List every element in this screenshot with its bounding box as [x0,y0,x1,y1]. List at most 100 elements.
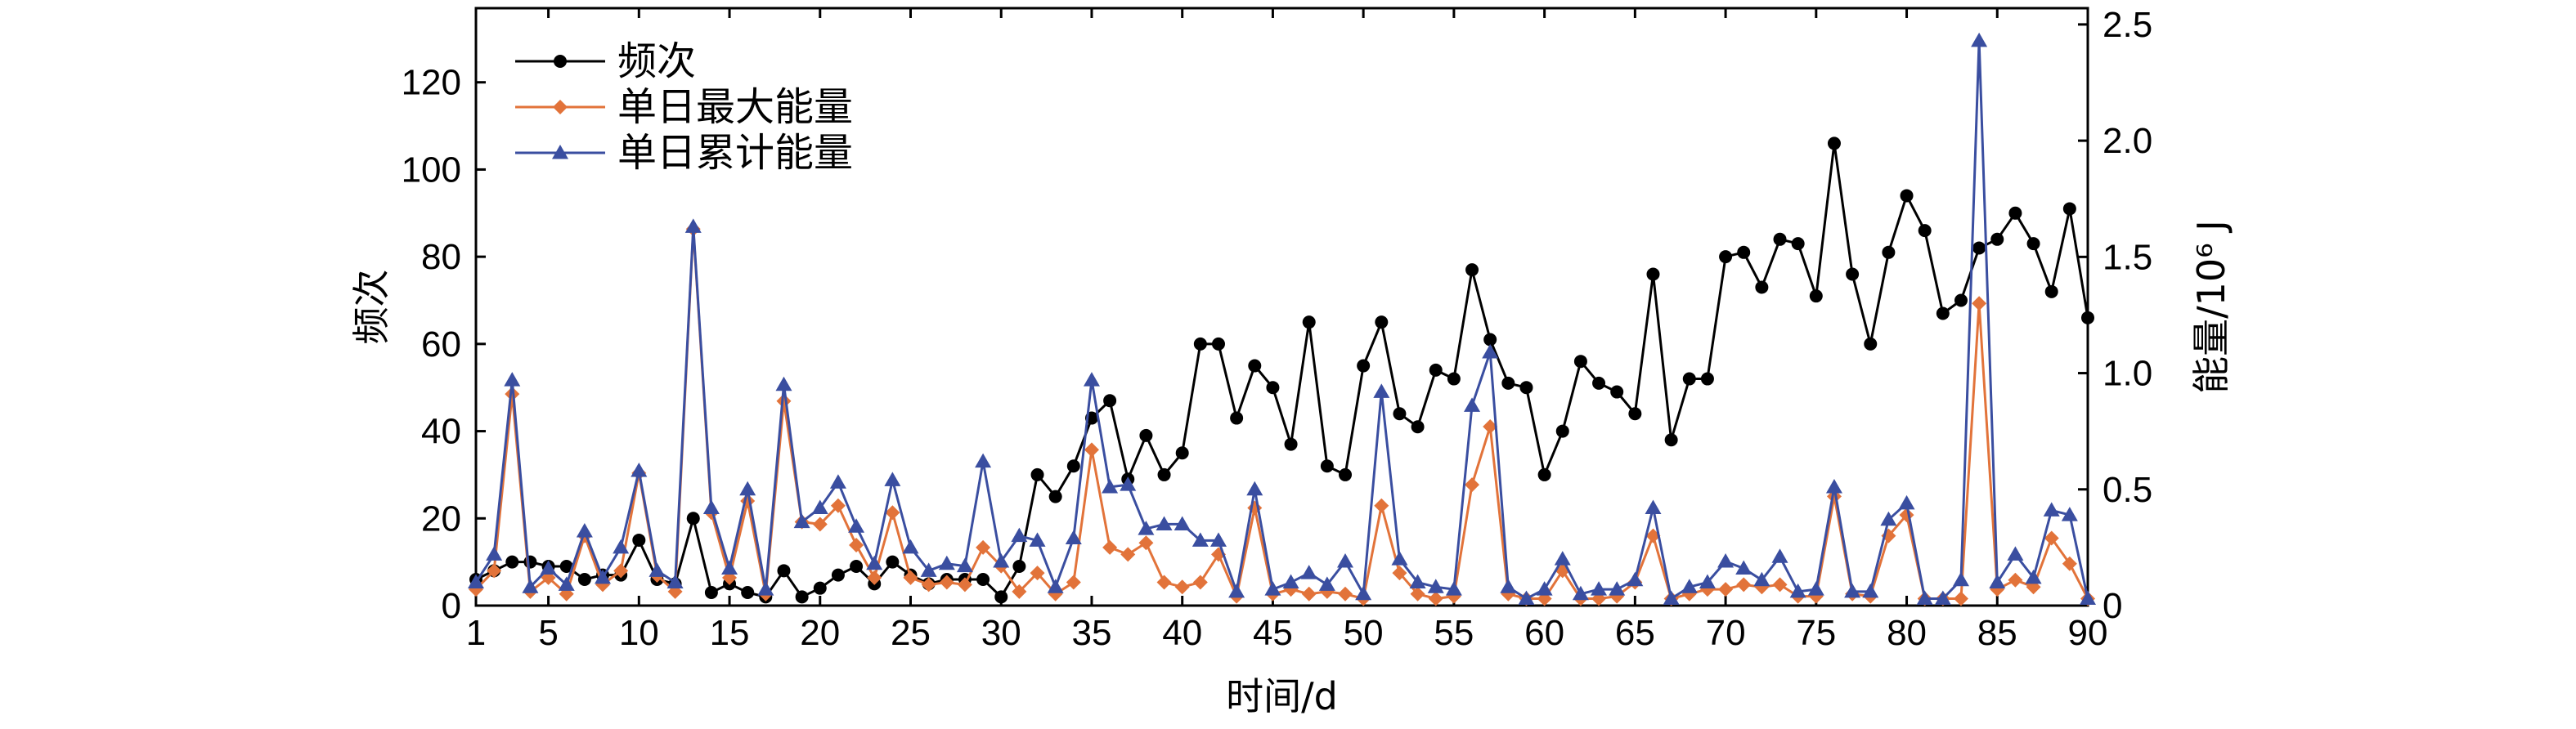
data-point [1628,407,1642,421]
data-point [2026,237,2040,251]
data-point [976,539,991,555]
data-point [1066,459,1080,473]
y-left-axis-title: 频次 [349,270,393,345]
data-point [577,572,591,586]
data-point [956,557,973,573]
data-point [1554,551,1571,566]
legend-marker [554,55,567,68]
data-point [1030,467,1044,481]
data-point [613,539,630,554]
data-point [1282,574,1299,589]
data-point [1083,372,1100,387]
data-point [558,576,575,591]
data-point [1246,481,1263,496]
data-point [975,453,992,468]
data-point [1393,407,1407,421]
y-right-tick-label: 2.0 [2103,121,2152,161]
data-point [1301,586,1317,602]
x-tick-label: 35 [1071,613,1111,653]
data-point [595,569,612,584]
data-point [1572,585,1589,601]
data-point [1465,263,1479,277]
data-point [848,518,865,533]
data-point [1846,267,1860,281]
series-layer [468,32,2096,606]
data-point [632,533,646,547]
data-point [1789,583,1806,598]
data-point [1555,424,1569,438]
data-point [1772,577,1788,593]
plot-frame [474,7,2089,607]
data-point [1737,245,1751,259]
x-tick-label: 60 [1524,613,1564,653]
data-point [920,562,937,577]
data-point [1447,372,1461,386]
x-tick-label: 45 [1253,613,1293,653]
data-point [1445,581,1462,596]
data-point [522,579,539,593]
data-point [1138,521,1155,535]
legend-label: 单日累计能量 [617,130,853,176]
data-point [777,564,791,578]
data-point [1193,337,1207,351]
x-tick-label: 85 [1977,613,2017,653]
data-point [486,546,503,561]
legend-entry: 频次 [515,38,696,84]
data-point [702,499,720,515]
data-point [849,538,864,553]
y-left-tick-label: 60 [421,324,461,364]
data-point [1880,511,1897,526]
data-point [1138,535,1154,551]
data-point [1048,490,1062,503]
x-tick-label: 75 [1796,613,1836,653]
data-point [938,555,955,570]
data-point [813,581,827,595]
data-point [1011,527,1028,543]
data-point [1284,437,1298,451]
data-point [1429,363,1443,377]
data-point [1120,547,1136,562]
data-point [1771,548,1788,563]
legend-label: 单日最大能量 [617,84,853,130]
data-point [1663,590,1680,605]
data-point [1827,136,1841,150]
data-point [1175,446,1189,460]
data-point [721,560,738,575]
data-point [1807,581,1824,596]
data-point [1537,467,1551,481]
data-point [1809,289,1823,303]
data-point [850,559,864,573]
legend-entry: 单日累计能量 [515,130,853,176]
data-point [505,555,519,569]
data-point [1375,315,1389,329]
data-point [1934,590,1951,605]
data-point [559,559,573,573]
data-point [939,575,954,590]
data-point [613,563,629,579]
x-tick-label: 20 [800,613,840,653]
data-point [1248,359,1262,373]
axes: 1 5 10 15 20 25 30 35 40 45 50 55 60 65 70 75 80 85 900204… [349,5,2233,718]
data-point [1192,575,1208,590]
data-point [1211,337,1225,351]
data-point [1192,532,1209,547]
data-point [1391,551,1408,566]
data-point [2044,530,2059,546]
data-point [2062,202,2076,216]
data-point [994,590,1008,604]
data-point [1157,467,1171,481]
data-point [1736,577,1752,593]
data-point [957,577,972,593]
data-point [1609,581,1626,596]
data-point [1030,566,1045,581]
x-tick-label: 10 [619,613,659,653]
data-point [1719,250,1733,264]
data-point [1681,579,1698,593]
legend-entry: 单日最大能量 [515,84,853,130]
data-point [2061,507,2078,521]
data-point [866,555,883,570]
data-point [1338,586,1353,602]
data-point [1936,306,1950,320]
x-tick-label: 50 [1344,613,1384,653]
y-left-tick-label: 20 [421,499,461,539]
